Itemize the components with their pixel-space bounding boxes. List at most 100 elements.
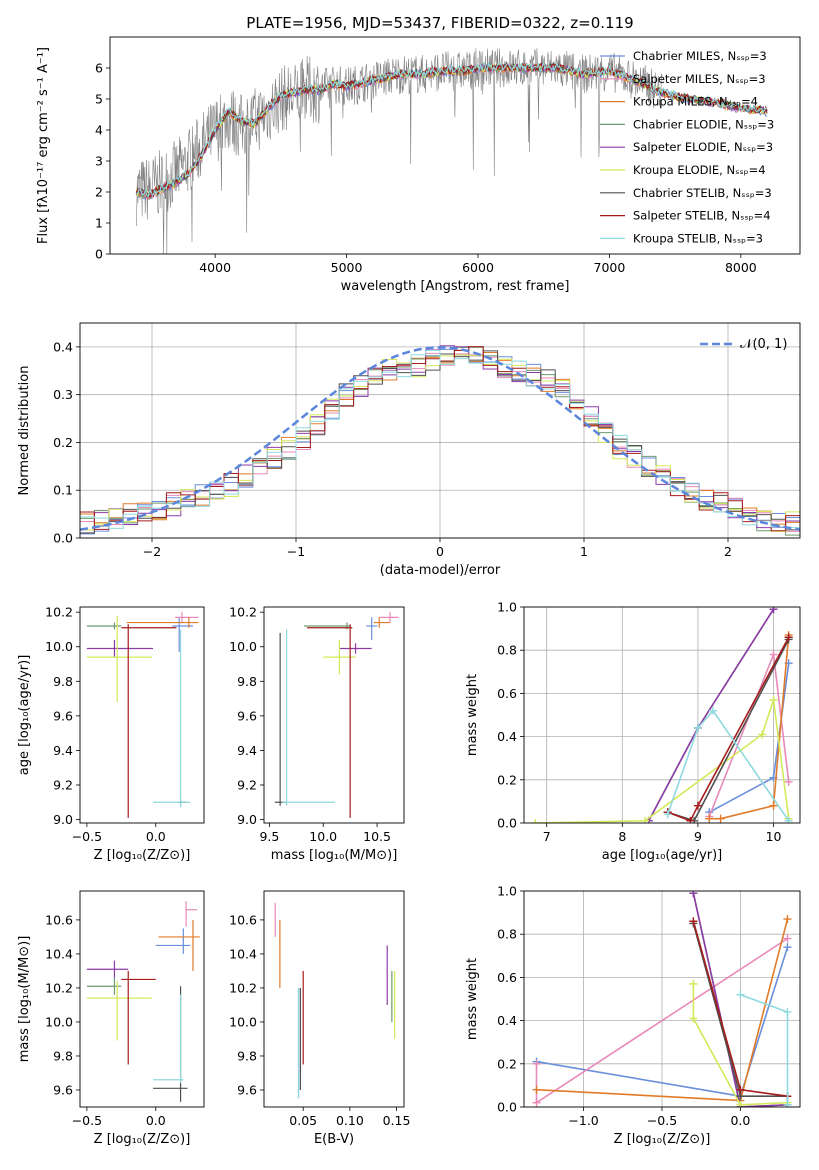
weight-point-marker: [709, 706, 718, 715]
x-tick-label: 0.0: [146, 829, 166, 844]
x-tick-label: 10.0: [309, 829, 337, 844]
y-tick-label: 0.0: [497, 816, 517, 831]
y-tick-label: 9.2: [53, 777, 73, 792]
x-tick-label: −2: [143, 544, 161, 559]
x-tick-label: −0.5: [72, 1113, 102, 1128]
y-tick-label: 1: [95, 216, 103, 231]
x-tick-label: 9: [694, 829, 702, 844]
plot-area: [86, 612, 199, 818]
weight-point-marker: [532, 1085, 541, 1094]
y-tick-label: 0.2: [497, 772, 517, 787]
x-tick-label: −0.5: [72, 829, 102, 844]
y-tick-label: 9.8: [53, 674, 73, 689]
y-tick-label: 10.0: [45, 1014, 73, 1029]
x-tick-label: 4000: [199, 260, 231, 275]
x-tick-label: 8000: [725, 260, 757, 275]
axes-frame: [263, 890, 405, 1108]
weights-vs-metallicity-panel: −1.0 −0.5 0.0 0.0 0.2 0.4 0.6 0.8 1.0 Z [log₁₀(Z/…: [465, 884, 801, 1147]
weight-point-marker: [783, 915, 792, 924]
weight-series-line: [692, 983, 788, 1106]
y-tick-label: 10.2: [229, 605, 257, 620]
age-vs-mass-panel: 9.5 10.0 10.5 9.0 9.2 9.4 9.6 9.8 10.0 10.2 mass […: [229, 605, 405, 863]
x-tick-label: 0.05: [289, 1113, 317, 1128]
y-tick-label: 9.8: [237, 674, 257, 689]
axes-frame: [79, 606, 205, 824]
weight-point-marker: [784, 777, 793, 786]
y-tick-label: 10.0: [229, 1014, 257, 1029]
weight-point-marker: [783, 1100, 792, 1107]
y-tick-label: 10.2: [45, 980, 73, 995]
x-tick-label: 0.0: [146, 1113, 166, 1128]
spectrum-panel: 4000 5000 6000 7000 8000 0 1 2 3 4 5 6 wavelength [A…: [36, 36, 801, 294]
x-tick-label: 6000: [462, 260, 494, 275]
x-axis-label: Z [log₁₀(Z/Z⊙)]: [614, 1132, 711, 1147]
plot-area: [80, 345, 800, 538]
weight-point-marker: [769, 695, 778, 704]
y-tick-label: 0.4: [497, 1013, 517, 1028]
legend-label: 𝒩(0, 1): [740, 337, 787, 352]
x-tick-label: 0.15: [383, 1113, 411, 1128]
weight-point-marker: [693, 801, 702, 810]
y-tick-label: 0: [95, 247, 103, 262]
weight-point-marker: [531, 819, 540, 823]
y-tick-label: 10.6: [45, 912, 73, 927]
axes-frame: [523, 890, 801, 1108]
weight-point-marker: [532, 1059, 541, 1068]
y-tick-label: 9.6: [237, 708, 257, 723]
mass-vs-metallicity-panel: −0.5 0.0 9.6 9.8 10.0 10.2 10.4 10.6 Z [log₁₀(Z/…: [17, 890, 205, 1147]
x-tick-label: 0: [436, 544, 444, 559]
x-tick-label: 0.10: [336, 1113, 364, 1128]
y-tick-label: 10.4: [45, 946, 73, 961]
y-tick-label: 6: [95, 61, 103, 76]
y-tick-label: 10.4: [229, 946, 257, 961]
x-tick-label: −0.5: [647, 1113, 677, 1128]
y-tick-label: 0.8: [497, 927, 517, 942]
plot-area: [531, 607, 793, 823]
y-tick-label: 2: [95, 185, 103, 200]
weight-point-marker: [784, 816, 793, 823]
legend-label: Chabrier ELODIE, Nₛₛₚ=3: [633, 117, 774, 131]
weight-series-line: [709, 635, 790, 820]
y-tick-label: 0.6: [497, 970, 517, 985]
x-axis-label: (data-model)/error: [380, 563, 501, 578]
axes-frame: [263, 606, 405, 824]
residual-histogram-panel: −2 −1 0 1 2 0.0 0.1 0.2 0.3 0.4 (data-model)/error…: [17, 322, 801, 578]
y-tick-label: 9.4: [53, 743, 73, 758]
weight-series-line: [667, 636, 790, 822]
weight-series-line: [692, 893, 788, 1107]
x-tick-label: 0.0: [730, 1113, 750, 1128]
weights-vs-age-panel: 7 8 9 10 0.0 0.2 0.4 0.6 0.8 1.0 age [log₁₀(age/yr…: [465, 600, 801, 863]
weight-point-marker: [689, 917, 698, 926]
weight-point-marker: [758, 730, 767, 739]
y-axis-label: age [log₁₀(age/yr)]: [17, 655, 32, 776]
y-tick-label: 9.6: [237, 1082, 257, 1097]
weight-point-marker: [784, 633, 793, 642]
axes-frame: [109, 36, 801, 255]
normal-curve-line: [80, 346, 800, 531]
y-tick-label: 9.8: [237, 1048, 257, 1063]
y-tick-label: 9.0: [237, 812, 257, 827]
weight-point-marker: [689, 979, 698, 988]
y-axis-label: mass [log₁₀(M/M⊙)]: [17, 936, 32, 1063]
y-tick-label: 0.2: [497, 1056, 517, 1071]
legend-label: Salpeter MILES, Nₛₛₚ=3: [633, 72, 766, 86]
y-tick-label: 0.2: [53, 435, 73, 450]
histogram-series: [80, 349, 800, 538]
weight-point-marker: [689, 891, 698, 898]
y-tick-label: 10.2: [45, 605, 73, 620]
y-axis-label: mass weight: [465, 958, 480, 1040]
weight-point-marker: [640, 816, 649, 823]
legend-label: Salpeter STELIB, Nₛₛₚ=4: [633, 209, 771, 223]
weight-point-marker: [783, 943, 792, 952]
weight-point-marker: [693, 723, 702, 732]
y-axis-label: Flux [fλ10⁻¹⁷ erg cm⁻² s⁻¹ A⁻¹]: [36, 47, 51, 244]
weight-point-marker: [769, 650, 778, 659]
y-tick-label: 0.0: [53, 531, 73, 546]
weight-point-marker: [736, 990, 745, 999]
axes-frame: [523, 606, 801, 824]
x-tick-label: −1.0: [568, 1113, 598, 1128]
age-vs-metallicity-panel: −0.5 0.0 9.0 9.2 9.4 9.6 9.8 10.0 10.2 Z [log₁₀(Z…: [17, 605, 205, 863]
y-tick-label: 0.1: [53, 483, 73, 498]
y-tick-label: 9.8: [53, 1048, 73, 1063]
